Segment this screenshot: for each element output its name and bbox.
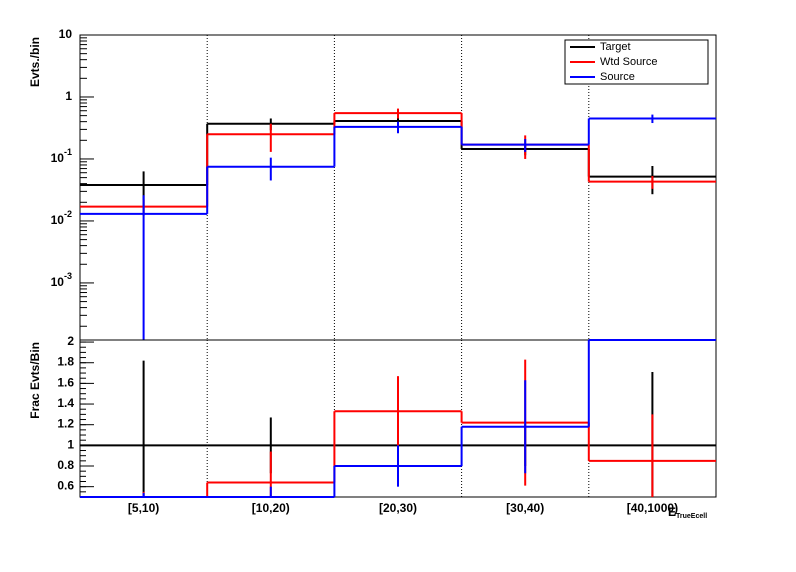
y-tick-label: 0.6 [57, 479, 74, 493]
pad: 2 1.8 1.6 1.4 1.2 1 0.8 0.6 Frac Evts/Bin [5,10) [… [28, 334, 717, 520]
y-tick-label-base: 10 [51, 213, 65, 227]
y-tick-label: 1.2 [57, 417, 74, 431]
y-axis-label: Evts./bin [28, 37, 42, 87]
x-tick-label: [10,20) [252, 501, 290, 515]
y-tick-label: 1 [65, 89, 72, 103]
y-tick-exponent: -1 [64, 147, 72, 157]
y-tick-label-base: 10 [59, 27, 73, 41]
y-tick-label-base: 1.4 [57, 396, 74, 410]
y-tick-label: 1.6 [57, 376, 74, 390]
y-tick-label: 10-1 [51, 147, 72, 165]
x-axis-label-base: E [668, 505, 676, 519]
frame [79, 339, 717, 498]
y-tick-label-base: 10 [51, 151, 65, 165]
x-tick-label: [30,40) [506, 501, 544, 515]
y-tick-label: 10-3 [51, 271, 72, 289]
x-axis-label-sub: TrueEcell [676, 513, 707, 520]
y-tick-label: 1.4 [57, 396, 74, 410]
y-tick-label-base: 1 [65, 89, 72, 103]
y-tick-label: 2 [67, 334, 74, 348]
y-tick-label-base: 10 [51, 275, 65, 289]
y-tick-label: 1 [67, 438, 74, 452]
legend-label: Target [600, 41, 631, 53]
y-tick-label: 0.8 [57, 458, 74, 472]
x-tick-label: [20,30) [379, 501, 417, 515]
y-tick-label: 1.8 [57, 355, 74, 369]
y-tick-label-base: 1.2 [57, 417, 74, 431]
y-tick-label-base: 1.8 [57, 355, 74, 369]
x-tick-label: [40,1000) [627, 501, 678, 515]
y-tick-label-base: 0.6 [57, 479, 74, 493]
legend-label: Wtd Source [600, 56, 657, 68]
legend-label: Source [600, 71, 635, 83]
y-tick-exponent: -3 [64, 271, 72, 281]
y-tick-label-base: 1.6 [57, 376, 74, 390]
legend: Target Wtd Source Source [564, 39, 709, 85]
x-axis-label: ETrueEcell [668, 505, 707, 520]
y-tick-label: 10 [59, 27, 73, 41]
y-axis-label: Frac Evts/Bin [28, 342, 42, 419]
y-tick-label-base: 2 [67, 334, 74, 348]
x-tick-label: [5,10) [128, 501, 159, 515]
y-tick-label-base: 1 [67, 438, 74, 452]
y-tick-label: 10-2 [51, 209, 72, 227]
y-tick-label-base: 0.8 [57, 458, 74, 472]
y-tick-exponent: -2 [64, 209, 72, 219]
